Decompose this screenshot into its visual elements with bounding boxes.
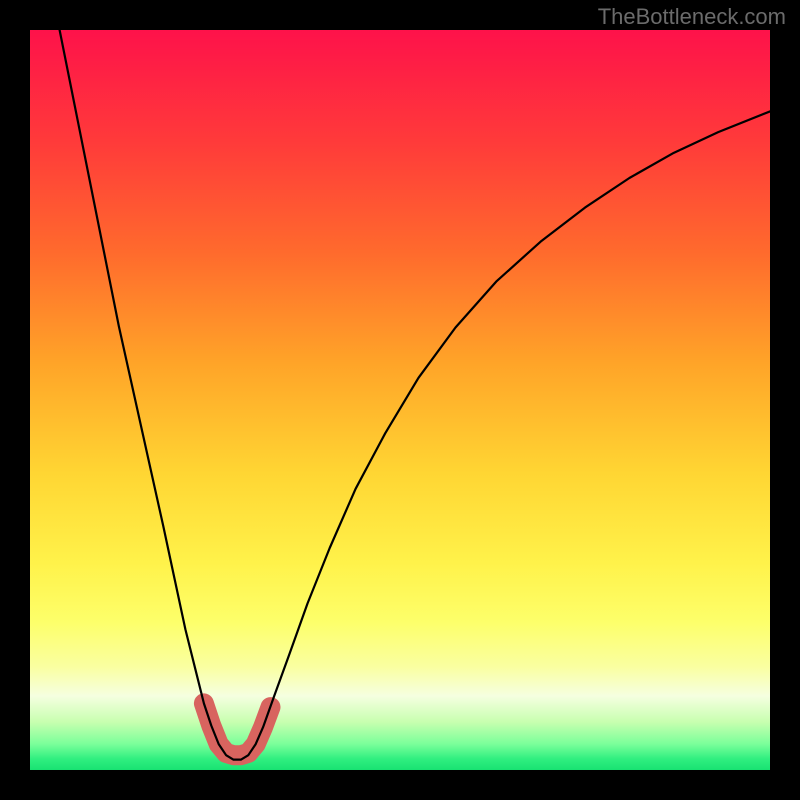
watermark-text: TheBottleneck.com (598, 4, 786, 30)
chart-container: TheBottleneck.com (0, 0, 800, 800)
bottleneck-chart (30, 30, 770, 770)
gradient-background (30, 30, 770, 770)
